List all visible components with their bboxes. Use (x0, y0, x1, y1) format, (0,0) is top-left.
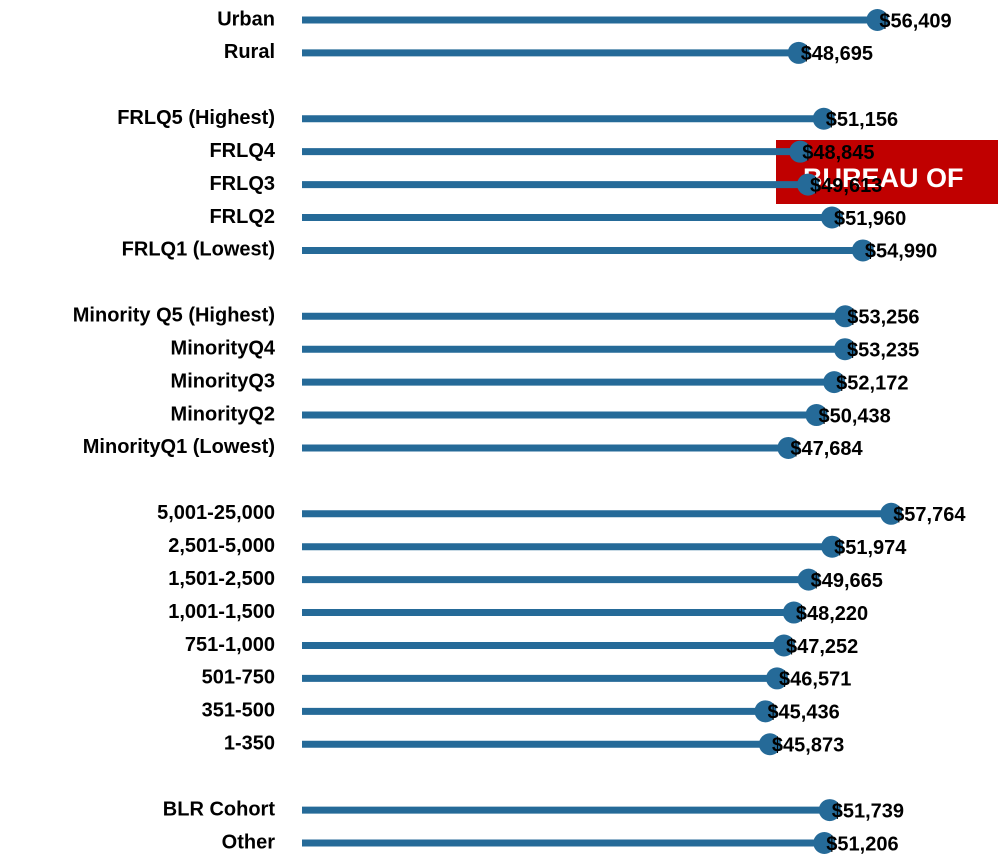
value-label: $52,172 (836, 372, 908, 394)
value-label: $50,438 (818, 405, 890, 427)
dot (772, 634, 795, 657)
value-label: $47,252 (786, 636, 858, 658)
dot (797, 568, 820, 591)
dot (823, 371, 846, 394)
category-label: FRLQ1 (Lowest) (122, 239, 275, 261)
value-label: $51,156 (826, 109, 898, 131)
category-label: 751-1,000 (185, 634, 275, 656)
value-label: $47,684 (790, 438, 863, 460)
value-label: $51,206 (826, 833, 898, 855)
category-label: 351-500 (202, 700, 275, 722)
category-label: Rural (224, 41, 275, 63)
category-label: MinorityQ3 (171, 370, 275, 392)
dot (754, 700, 777, 723)
value-label: $53,235 (847, 339, 919, 361)
category-label: FRLQ4 (209, 140, 275, 162)
dot (880, 502, 903, 525)
category-label: 1,001-1,500 (168, 601, 275, 623)
category-label: FRLQ2 (209, 206, 275, 228)
value-label: $48,845 (802, 142, 874, 164)
dot (777, 436, 800, 459)
dot (782, 601, 805, 624)
category-label: Minority Q5 (Highest) (73, 305, 275, 327)
category-label: Urban (217, 8, 275, 30)
category-label: 1,501-2,500 (168, 568, 275, 590)
dot (866, 9, 889, 31)
category-label: FRLQ3 (209, 173, 275, 195)
dot (820, 206, 843, 229)
value-label: $51,960 (834, 208, 906, 230)
dot (787, 41, 810, 64)
value-label: $45,873 (772, 735, 844, 757)
category-label: 5,001-25,000 (157, 502, 275, 524)
value-label: $51,739 (832, 800, 904, 822)
dot (805, 404, 828, 427)
value-label: $46,571 (779, 669, 851, 691)
value-label: $48,695 (801, 43, 873, 65)
watermark-text: BUREAU OF (803, 163, 964, 193)
category-label: 501-750 (202, 667, 275, 689)
dot (818, 799, 841, 822)
value-label: $49,665 (811, 570, 883, 592)
value-label: $45,436 (767, 702, 839, 724)
value-label: $49,613 (810, 175, 882, 197)
value-label: $53,256 (847, 307, 919, 329)
value-label: $57,764 (893, 504, 966, 526)
value-label: $51,974 (834, 537, 907, 559)
dot (834, 305, 857, 328)
dot (766, 667, 789, 690)
category-label: Other (222, 831, 276, 853)
category-label: FRLQ5 (Highest) (117, 107, 275, 129)
value-label: $56,409 (879, 10, 951, 32)
value-label: $54,990 (865, 241, 937, 263)
category-label: BLR Cohort (163, 798, 276, 820)
dot (797, 173, 820, 196)
dot (789, 140, 812, 163)
category-label: 2,501-5,000 (168, 535, 275, 557)
category-label: 1-350 (224, 733, 275, 755)
dot (813, 832, 836, 854)
category-label: MinorityQ4 (171, 337, 276, 359)
category-label: MinorityQ2 (171, 403, 275, 425)
value-label: $48,220 (796, 603, 868, 625)
dot (851, 239, 874, 262)
dot (833, 338, 856, 361)
category-label: MinorityQ1 (Lowest) (83, 436, 275, 458)
dot (821, 535, 844, 558)
dot (812, 107, 835, 130)
dot (758, 733, 781, 756)
